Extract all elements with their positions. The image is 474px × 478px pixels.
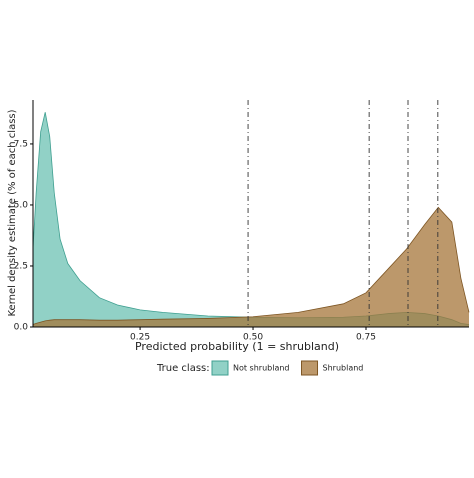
x-axis-label: Predicted probability (1 = shrubland) bbox=[135, 340, 339, 353]
density-area bbox=[33, 112, 469, 327]
x-tick-label: 0.25 bbox=[130, 333, 150, 343]
density-line bbox=[32, 206, 470, 325]
density-area bbox=[33, 207, 469, 327]
x-tick-label: 0.50 bbox=[243, 333, 263, 343]
y-tick-label: 5.0 bbox=[14, 200, 29, 210]
legend-swatch bbox=[301, 360, 319, 376]
legend-label: Not shrubland bbox=[233, 364, 290, 373]
legend-swatch bbox=[211, 360, 229, 376]
legend-label: Shrubland bbox=[323, 364, 364, 373]
legend-title: True class: bbox=[156, 363, 210, 374]
y-tick-label: 2.5 bbox=[14, 261, 28, 271]
y-axis-label: Kernel density estimate (% of each class… bbox=[7, 109, 18, 316]
y-tick-label: 7.5 bbox=[14, 139, 28, 149]
y-tick-label: 0.0 bbox=[14, 323, 29, 333]
x-tick-label: 0.75 bbox=[356, 333, 376, 343]
